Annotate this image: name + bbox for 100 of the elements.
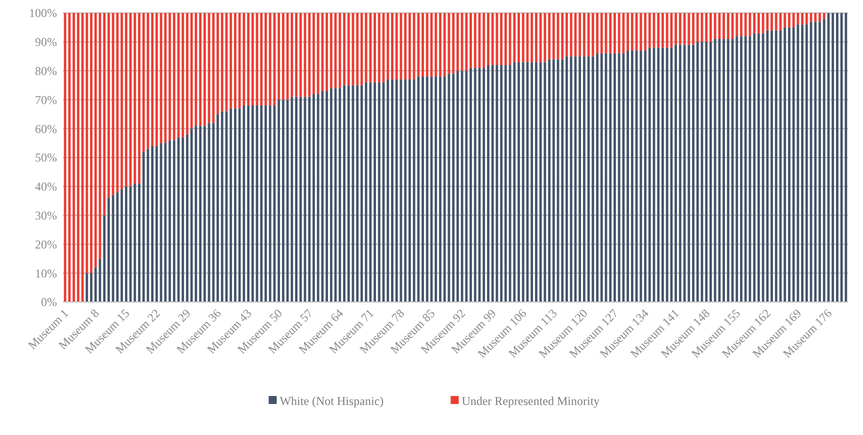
bar xyxy=(465,70,468,302)
bar xyxy=(801,13,804,25)
bar xyxy=(103,215,106,302)
y-tick-label: 10% xyxy=(35,266,57,280)
bar xyxy=(487,13,490,66)
bar xyxy=(369,82,372,302)
y-tick-label: 60% xyxy=(35,122,57,136)
bar xyxy=(408,79,411,302)
bar xyxy=(326,91,328,302)
bar xyxy=(155,13,158,146)
bar xyxy=(530,13,534,62)
y-tick-label: 80% xyxy=(35,64,57,78)
bar xyxy=(496,13,498,66)
bar xyxy=(182,137,184,302)
bar xyxy=(94,267,97,302)
bar xyxy=(343,85,346,302)
bar xyxy=(688,13,690,45)
bar xyxy=(295,96,298,302)
y-tick-label: 50% xyxy=(35,150,57,165)
bar xyxy=(216,13,219,114)
bar xyxy=(570,13,572,56)
bar xyxy=(666,48,668,302)
bar xyxy=(518,62,520,302)
bar xyxy=(194,126,198,302)
y-tick-label: 0% xyxy=(41,295,57,310)
bar xyxy=(618,53,620,302)
bar xyxy=(614,13,616,54)
bar xyxy=(736,36,738,302)
bar xyxy=(753,13,756,34)
bar xyxy=(736,13,738,36)
bar xyxy=(238,13,241,108)
bar xyxy=(766,30,769,302)
bar xyxy=(172,140,176,302)
bar xyxy=(696,13,699,42)
bar xyxy=(168,13,171,140)
bar xyxy=(199,13,202,126)
bar xyxy=(500,13,503,66)
bar xyxy=(417,13,420,77)
bar xyxy=(286,13,289,100)
bar xyxy=(308,13,311,97)
bar xyxy=(356,13,359,86)
bar xyxy=(422,76,424,302)
bar xyxy=(216,114,219,302)
bar xyxy=(674,44,677,302)
bar xyxy=(112,195,114,302)
legend-label: Under Represented Minority xyxy=(462,394,600,408)
bar xyxy=(138,13,140,184)
bar xyxy=(68,13,71,302)
bar xyxy=(592,56,594,302)
bar xyxy=(364,82,368,302)
bar xyxy=(814,13,817,22)
bar xyxy=(286,100,289,302)
bar xyxy=(814,22,817,302)
bar xyxy=(688,44,690,302)
bar xyxy=(378,82,380,302)
bar xyxy=(360,85,363,302)
bar xyxy=(299,96,302,302)
bar xyxy=(552,59,555,302)
y-tick-label: 30% xyxy=(35,208,57,222)
bar xyxy=(648,48,651,302)
bar xyxy=(107,13,110,198)
bar xyxy=(709,42,712,302)
bar xyxy=(832,13,834,302)
bar xyxy=(561,13,564,60)
bar xyxy=(744,36,747,302)
bar xyxy=(744,13,747,36)
bar xyxy=(539,62,542,302)
bar xyxy=(142,13,145,152)
bar xyxy=(805,13,808,25)
bar xyxy=(640,50,642,302)
bar xyxy=(434,13,438,77)
bar xyxy=(426,13,428,77)
bar xyxy=(238,108,241,302)
bar xyxy=(504,13,507,66)
bar xyxy=(648,13,651,48)
bar xyxy=(316,13,320,94)
bar xyxy=(640,13,642,51)
bar xyxy=(124,13,128,186)
bar xyxy=(544,13,546,62)
bar xyxy=(182,13,184,138)
bar xyxy=(278,13,280,100)
bar xyxy=(374,82,376,302)
bar xyxy=(452,13,455,74)
bar xyxy=(312,94,315,302)
bar xyxy=(417,76,420,302)
bar xyxy=(822,13,826,19)
bar xyxy=(251,105,254,302)
bar xyxy=(230,108,232,302)
bar xyxy=(696,42,699,302)
bar xyxy=(770,30,773,302)
bar xyxy=(103,13,106,216)
bar xyxy=(465,13,468,71)
bar xyxy=(822,18,826,302)
bar xyxy=(522,13,524,62)
bar xyxy=(151,13,154,146)
bar xyxy=(242,13,246,106)
bar xyxy=(264,13,267,106)
bar xyxy=(474,68,476,302)
bar xyxy=(670,48,673,302)
bar xyxy=(626,50,630,302)
